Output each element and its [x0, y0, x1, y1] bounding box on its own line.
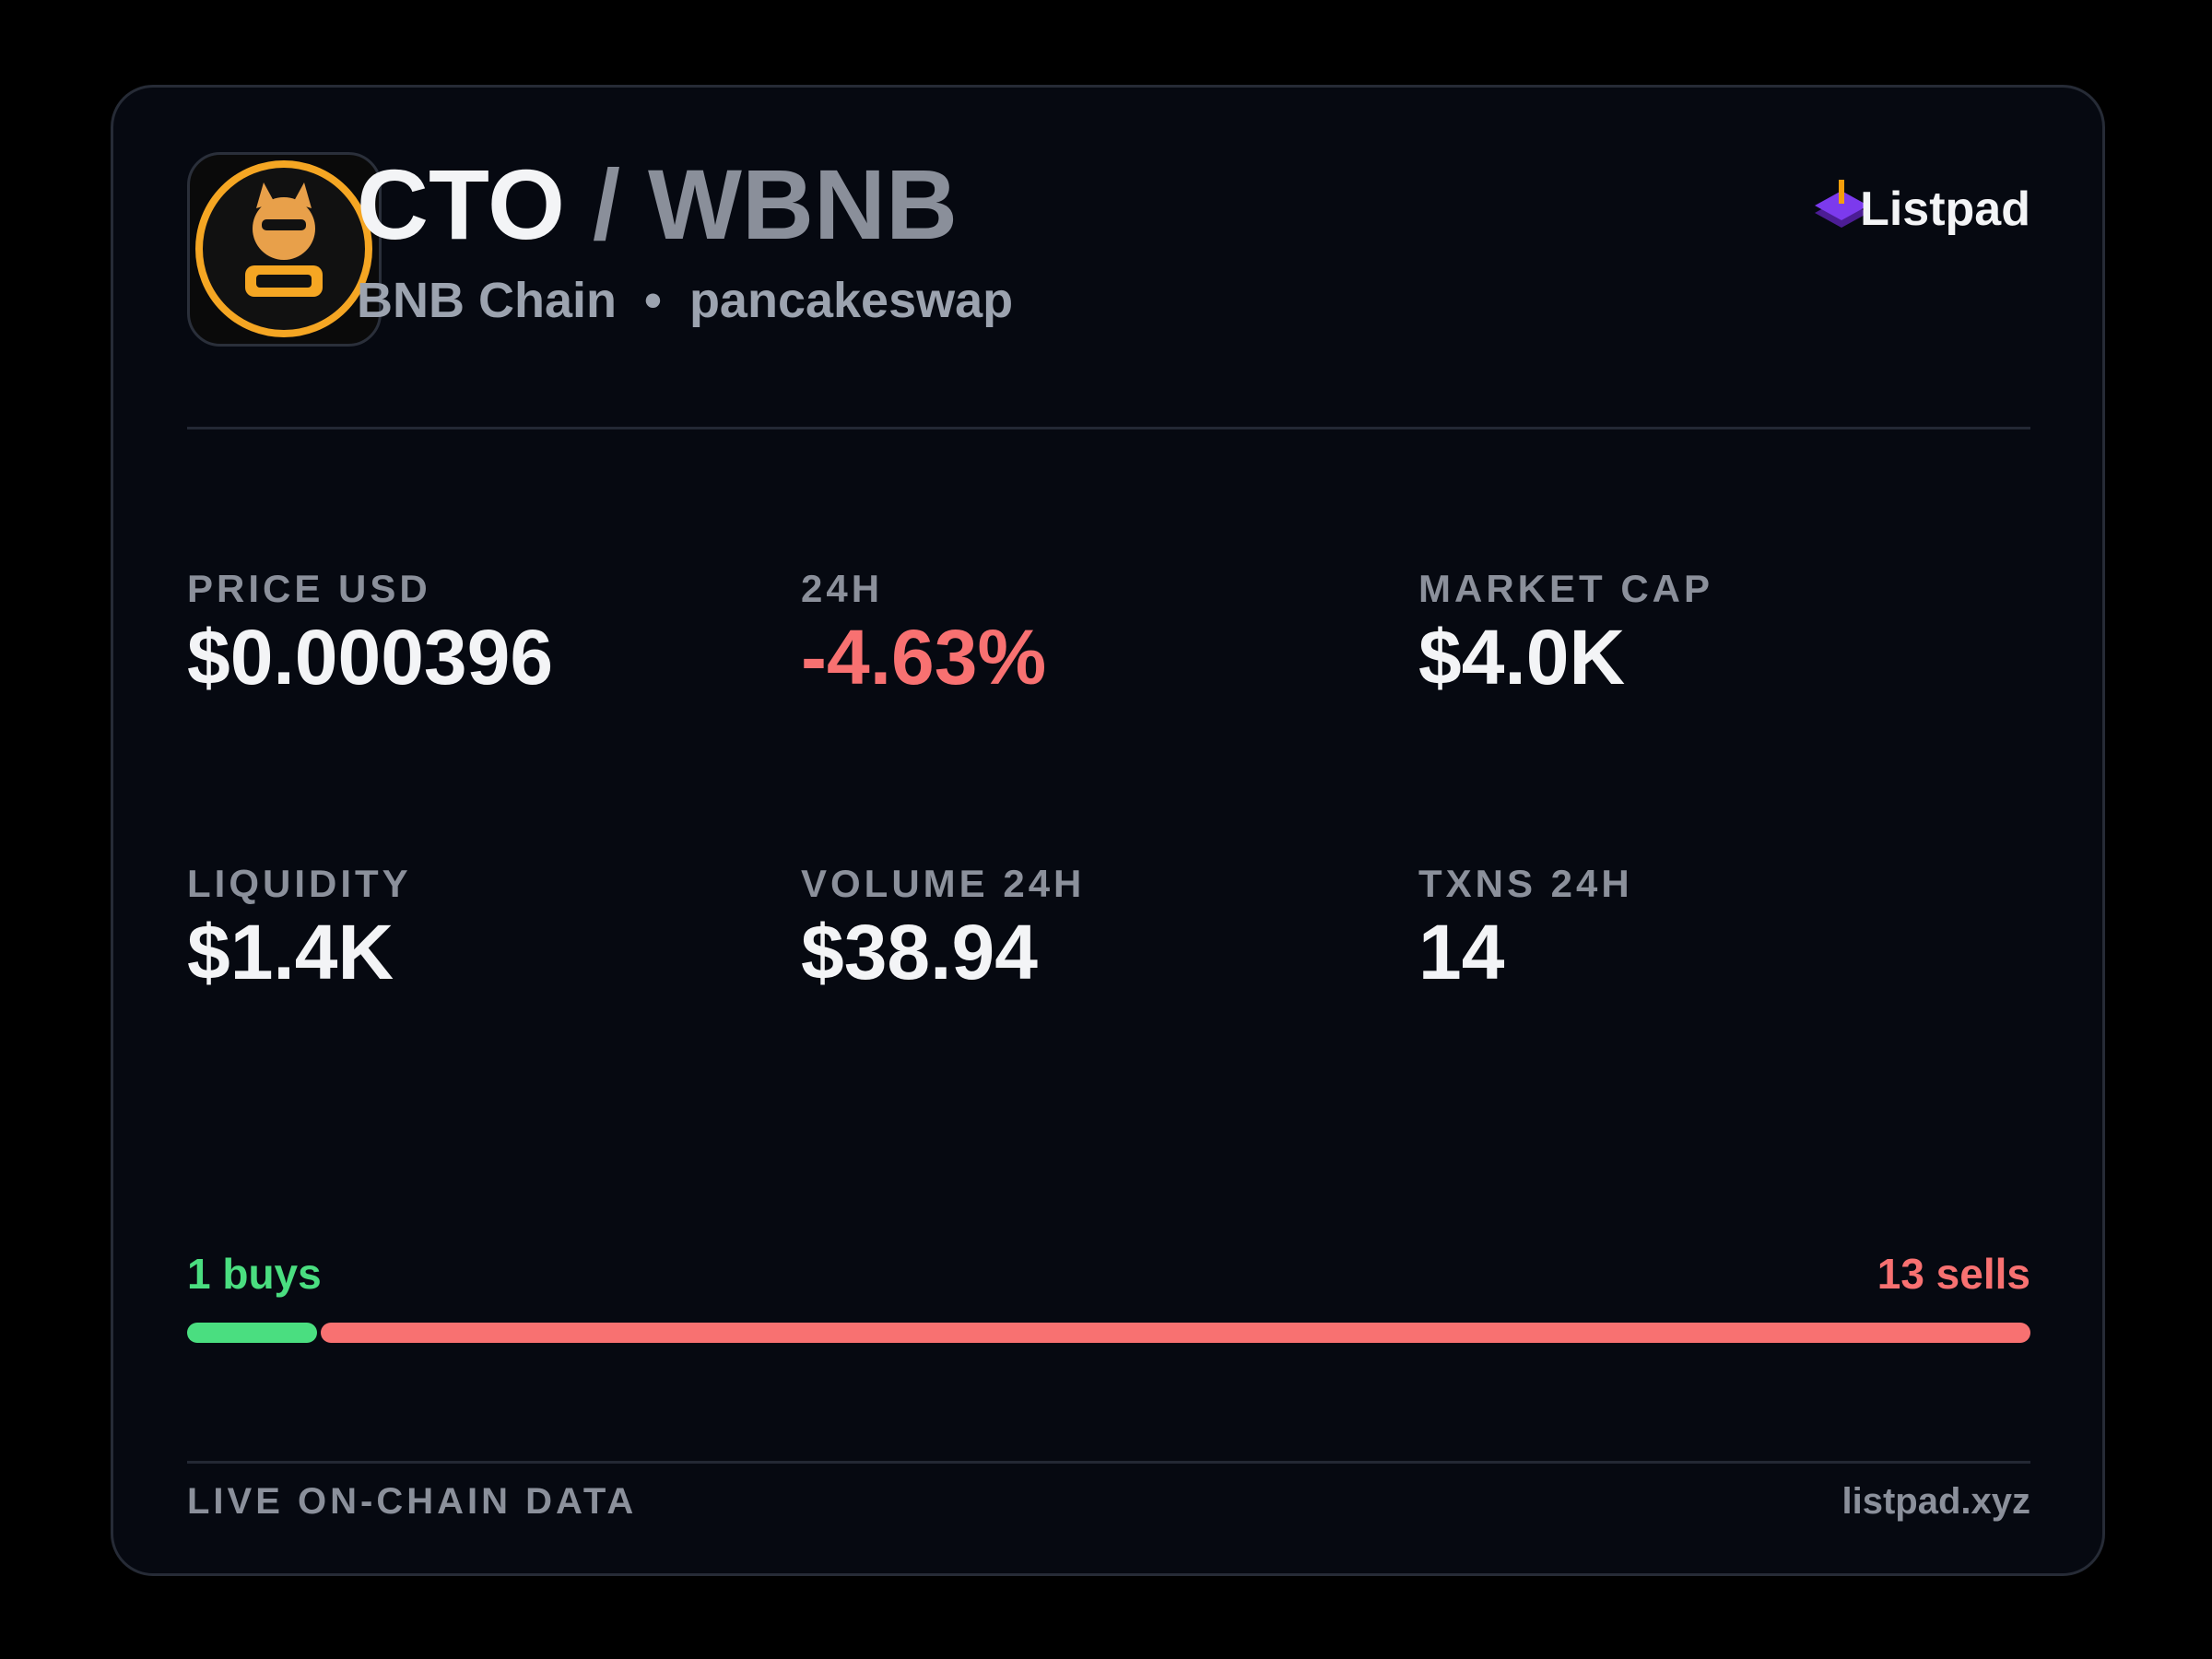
sells-label: 13 sells [1877, 1250, 2030, 1298]
stat-value: -4.63% [801, 614, 1047, 700]
stat-label: LIQUIDITY [187, 862, 412, 905]
token-logo [187, 152, 382, 347]
stat: VOLUME 24H $38.94 [801, 862, 1085, 997]
base-token: CTO [357, 148, 566, 260]
stat-value: $1.4K [187, 909, 394, 995]
footer-note: LIVE ON-CHAIN DATA [187, 1481, 638, 1522]
footer-link: listpad.xyz [1841, 1481, 2030, 1522]
pair-card: CTO / WBNB BNB Chain • pancakeswap Listp… [111, 85, 2105, 1576]
stat: 24H -4.63% [801, 567, 1046, 702]
quote-token: / WBNB [593, 148, 958, 260]
pair-title: CTO / WBNB [357, 147, 958, 262]
stat: MARKET CAP $4.0K [1418, 567, 1713, 702]
logo-art [195, 160, 372, 337]
stat-value: 14 [1418, 909, 1505, 995]
stat: LIQUIDITY $1.4K [187, 862, 412, 997]
pair-subtitle: BNB Chain • pancakeswap [357, 272, 1013, 329]
divider [187, 1461, 2030, 1464]
separator: • [644, 273, 662, 328]
sells-segment [320, 1323, 2030, 1343]
dex: pancakeswap [688, 273, 1014, 328]
stat-value: $4.0K [1418, 614, 1626, 700]
stat-label: PRICE USD [187, 567, 431, 610]
divider [187, 427, 2030, 429]
brand-icon [1815, 180, 1868, 228]
stat-label: MARKET CAP [1418, 567, 1713, 610]
stat-value: $0.000396 [187, 614, 554, 700]
stat-label: TXNS 24H [1418, 862, 1633, 905]
stat-value: $38.94 [801, 909, 1038, 995]
stat: TXNS 24H 14 [1418, 862, 1633, 997]
trade-bar [187, 1323, 2030, 1343]
stat: PRICE USD $0.000396 [187, 567, 553, 702]
stat-label: VOLUME 24H [801, 862, 1086, 905]
stat-label: 24H [801, 567, 884, 610]
chain: BNB Chain [357, 273, 617, 328]
buys-segment [187, 1323, 317, 1343]
brand-name: Listpad [1860, 182, 2030, 236]
buys-label: 1 buys [187, 1250, 322, 1298]
